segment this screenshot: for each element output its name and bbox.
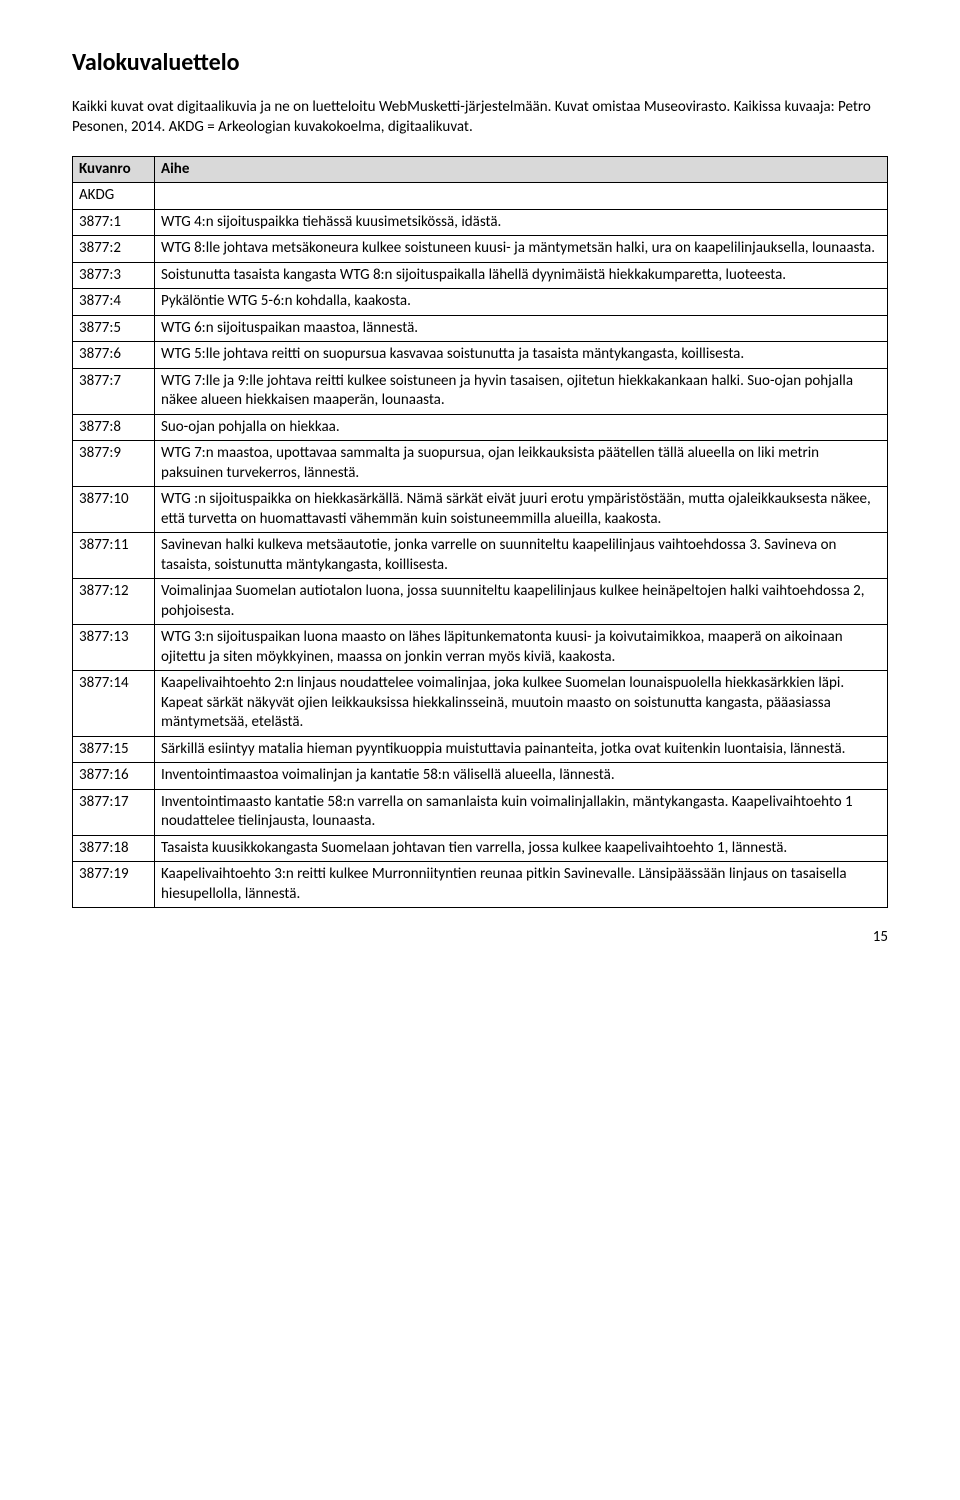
cell-code: 3877:11 [73,533,155,579]
table-row: 3877:18Tasaista kuusikkokangasta Suomela… [73,835,888,862]
cell-desc: Kaapelivaihtoehto 3:n reitti kulkee Murr… [155,862,888,908]
cell-code: 3877:3 [73,262,155,289]
col-header-code: Kuvanro [73,156,155,183]
cell-code: 3877:18 [73,835,155,862]
table-row: 3877:3Soistunutta tasaista kangasta WTG … [73,262,888,289]
cell-code: 3877:2 [73,236,155,263]
cell-desc: WTG 7:lle ja 9:lle johtava reitti kulkee… [155,368,888,414]
table-row: 3877:1WTG 4:n sijoituspaikka tiehässä ku… [73,209,888,236]
table-row: 3877:13WTG 3:n sijoituspaikan luona maas… [73,625,888,671]
cell-desc: Voimalinjaa Suomelan autiotalon luona, j… [155,579,888,625]
cell-akdg-empty [155,183,888,210]
cell-code: 3877:10 [73,487,155,533]
col-header-desc: Aihe [155,156,888,183]
page-title: Valokuvaluettelo [72,48,888,77]
cell-code: 3877:16 [73,763,155,790]
table-row: 3877:15Särkillä esiintyy matalia hieman … [73,736,888,763]
cell-desc: Särkillä esiintyy matalia hieman pyyntik… [155,736,888,763]
cell-code: 3877:7 [73,368,155,414]
table-row: 3877:12Voimalinjaa Suomelan autiotalon l… [73,579,888,625]
photo-table: Kuvanro Aihe AKDG 3877:1WTG 4:n sijoitus… [72,156,888,909]
cell-code: 3877:5 [73,315,155,342]
cell-desc: Kaapelivaihtoehto 2:n linjaus noudattele… [155,671,888,737]
cell-desc: WTG 5:lle johtava reitti on suopursua ka… [155,342,888,369]
cell-desc: Soistunutta tasaista kangasta WTG 8:n si… [155,262,888,289]
table-row: 3877:14Kaapelivaihtoehto 2:n linjaus nou… [73,671,888,737]
intro-paragraph: Kaikki kuvat ovat digitaalikuvia ja ne o… [72,97,888,138]
cell-code: 3877:19 [73,862,155,908]
table-row: 3877:4Pykälöntie WTG 5-6:n kohdalla, kaa… [73,289,888,316]
cell-desc: WTG 6:n sijoituspaikan maastoa, lännestä… [155,315,888,342]
cell-code: 3877:14 [73,671,155,737]
cell-desc: WTG 8:lle johtava metsäkoneura kulkee so… [155,236,888,263]
cell-desc: WTG 7:n maastoa, upottavaa sammalta ja s… [155,441,888,487]
table-row-akdg: AKDG [73,183,888,210]
cell-desc: Pykälöntie WTG 5-6:n kohdalla, kaakosta. [155,289,888,316]
cell-code: 3877:1 [73,209,155,236]
cell-code: 3877:13 [73,625,155,671]
cell-code: 3877:9 [73,441,155,487]
table-row: 3877:2WTG 8:lle johtava metsäkoneura kul… [73,236,888,263]
cell-desc: WTG 4:n sijoituspaikka tiehässä kuusimet… [155,209,888,236]
cell-desc: Inventointimaasto kantatie 58:n varrella… [155,789,888,835]
cell-desc: WTG :n sijoituspaikka on hiekkasärkällä.… [155,487,888,533]
cell-code: 3877:17 [73,789,155,835]
cell-akdg-label: AKDG [73,183,155,210]
table-row: 3877:11Savinevan halki kulkeva metsäauto… [73,533,888,579]
table-row: 3877:10WTG :n sijoituspaikka on hiekkasä… [73,487,888,533]
cell-desc: WTG 3:n sijoituspaikan luona maasto on l… [155,625,888,671]
table-row: 3877:6WTG 5:lle johtava reitti on suopur… [73,342,888,369]
cell-code: 3877:15 [73,736,155,763]
cell-code: 3877:4 [73,289,155,316]
table-row: 3877:9WTG 7:n maastoa, upottavaa sammalt… [73,441,888,487]
table-row: 3877:16Inventointimaastoa voimalinjan ja… [73,763,888,790]
cell-desc: Tasaista kuusikkokangasta Suomelaan joht… [155,835,888,862]
page-number: 15 [72,928,888,946]
table-row: 3877:17Inventointimaasto kantatie 58:n v… [73,789,888,835]
table-row: 3877:8Suo-ojan pohjalla on hiekkaa. [73,414,888,441]
table-row: 3877:19Kaapelivaihtoehto 3:n reitti kulk… [73,862,888,908]
cell-desc: Inventointimaastoa voimalinjan ja kantat… [155,763,888,790]
cell-code: 3877:12 [73,579,155,625]
table-header-row: Kuvanro Aihe [73,156,888,183]
cell-code: 3877:6 [73,342,155,369]
cell-desc: Savinevan halki kulkeva metsäautotie, jo… [155,533,888,579]
table-row: 3877:7WTG 7:lle ja 9:lle johtava reitti … [73,368,888,414]
table-row: 3877:5WTG 6:n sijoituspaikan maastoa, lä… [73,315,888,342]
cell-code: 3877:8 [73,414,155,441]
cell-desc: Suo-ojan pohjalla on hiekkaa. [155,414,888,441]
